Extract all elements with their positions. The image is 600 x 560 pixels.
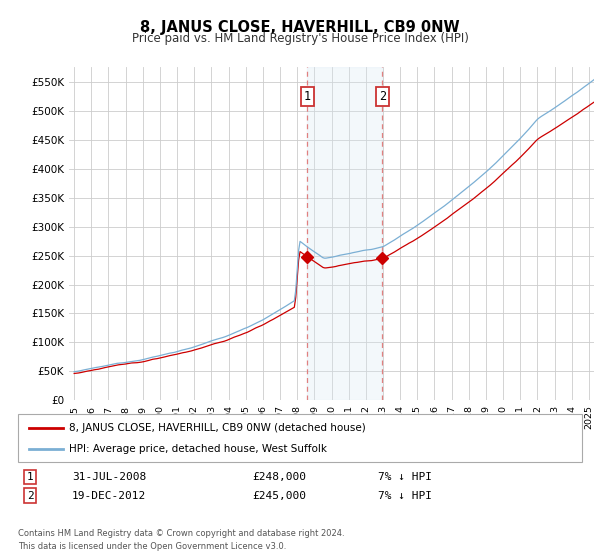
Text: £248,000: £248,000 <box>252 472 306 482</box>
Text: 2: 2 <box>379 90 386 102</box>
Text: 7% ↓ HPI: 7% ↓ HPI <box>378 472 432 482</box>
Text: Contains HM Land Registry data © Crown copyright and database right 2024.
This d: Contains HM Land Registry data © Crown c… <box>18 529 344 550</box>
Text: 19-DEC-2012: 19-DEC-2012 <box>72 491 146 501</box>
Text: 7% ↓ HPI: 7% ↓ HPI <box>378 491 432 501</box>
Text: 2: 2 <box>26 491 34 501</box>
Text: 1: 1 <box>304 90 311 102</box>
Text: £245,000: £245,000 <box>252 491 306 501</box>
Bar <box>307 67 382 400</box>
Text: HPI: Average price, detached house, West Suffolk: HPI: Average price, detached house, West… <box>69 444 327 454</box>
Text: 8, JANUS CLOSE, HAVERHILL, CB9 0NW (detached house): 8, JANUS CLOSE, HAVERHILL, CB9 0NW (deta… <box>69 423 365 433</box>
Text: 1: 1 <box>26 472 34 482</box>
Text: 8, JANUS CLOSE, HAVERHILL, CB9 0NW: 8, JANUS CLOSE, HAVERHILL, CB9 0NW <box>140 20 460 35</box>
Text: Price paid vs. HM Land Registry's House Price Index (HPI): Price paid vs. HM Land Registry's House … <box>131 32 469 45</box>
Text: 31-JUL-2008: 31-JUL-2008 <box>72 472 146 482</box>
FancyBboxPatch shape <box>18 414 582 462</box>
